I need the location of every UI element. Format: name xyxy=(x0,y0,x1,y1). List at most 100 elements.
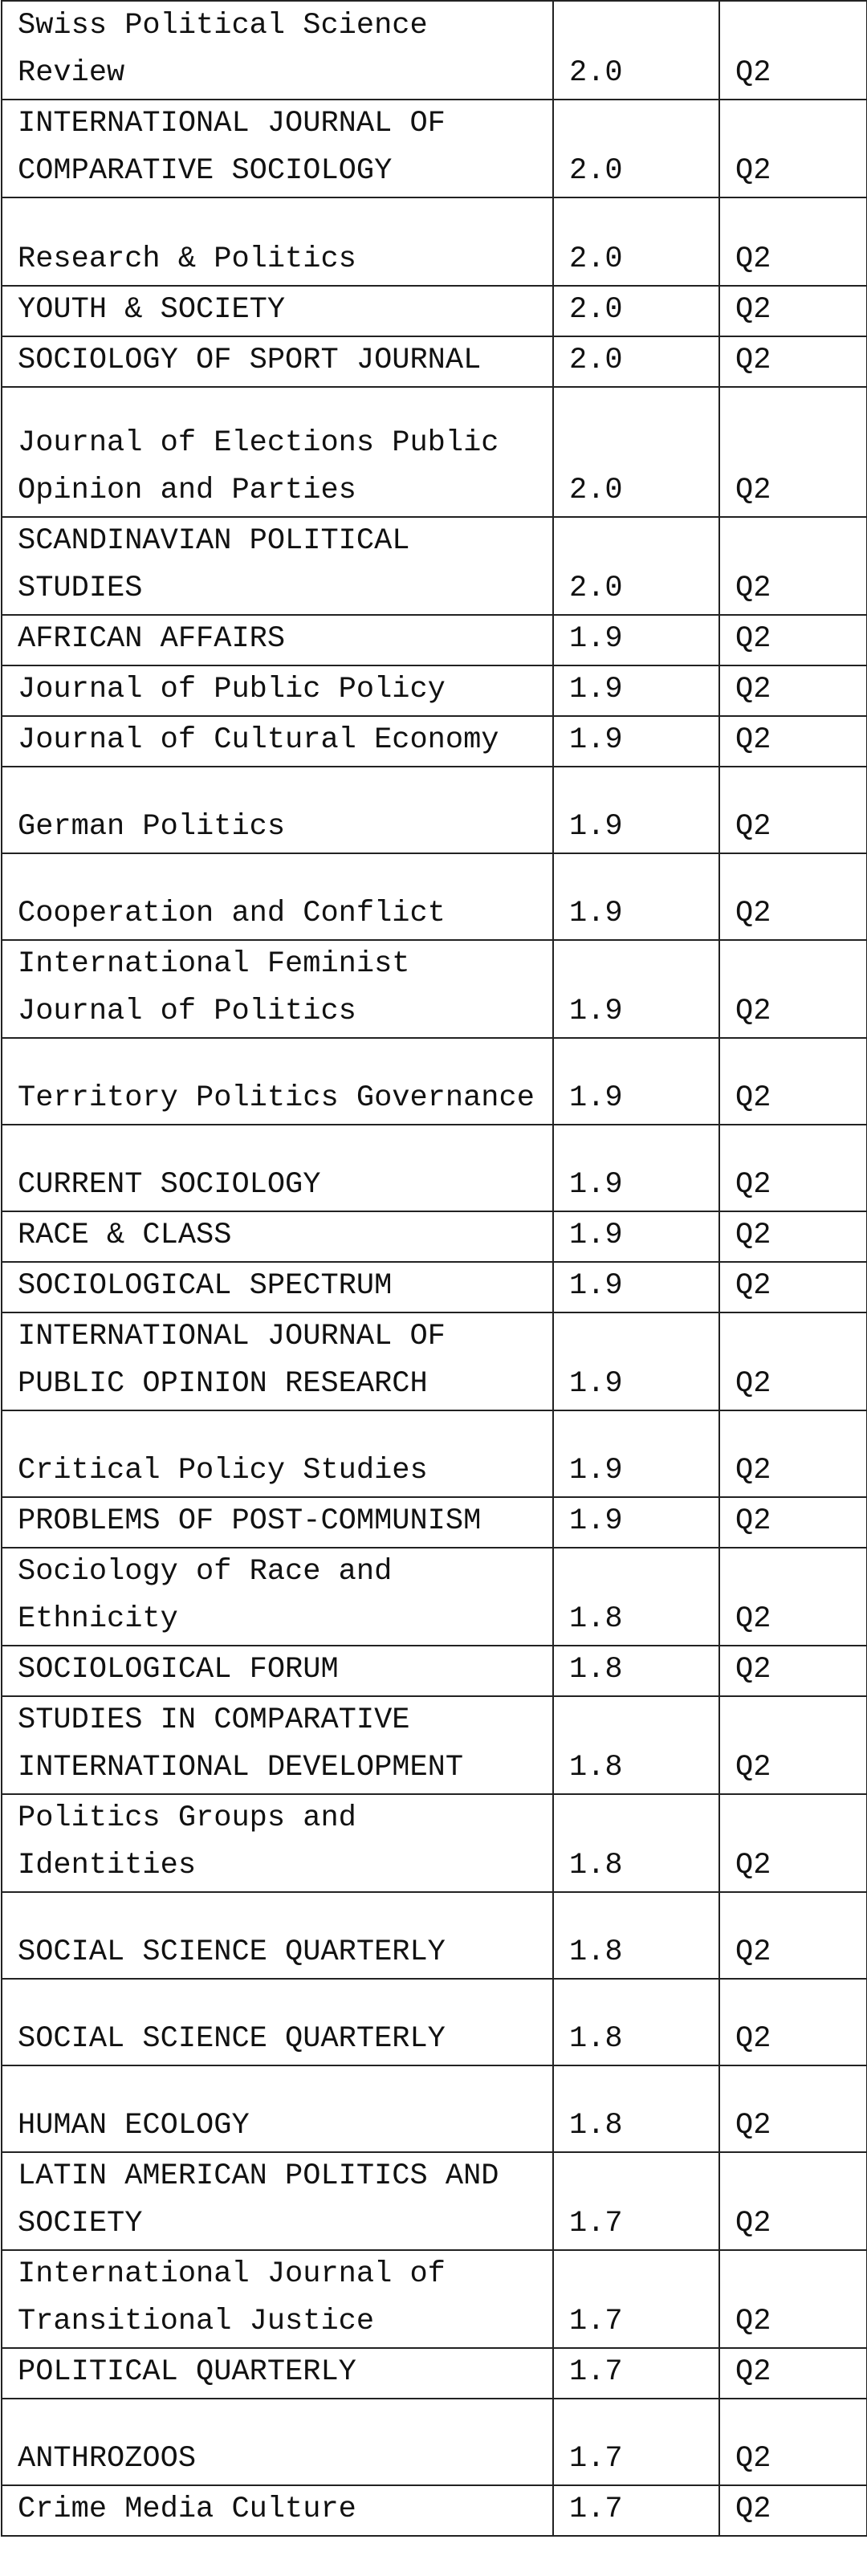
quartile: Q2 xyxy=(718,2484,867,2537)
score: 1.9 xyxy=(552,1124,720,1212)
quartile: Q2 xyxy=(718,1211,867,1263)
quartile: Q2 xyxy=(718,386,867,518)
score: 1.9 xyxy=(552,614,720,666)
quartile: Q2 xyxy=(718,285,867,337)
quartile: Q2 xyxy=(718,2249,867,2349)
table-row: ANTHROZOOS 1.7 Q2 xyxy=(1,2398,867,2486)
score: 1.9 xyxy=(552,1312,720,1411)
journal-name: International Journal of Transitional Ju… xyxy=(1,2249,554,2349)
journal-name: INTERNATIONAL JOURNAL OF PUBLIC OPINION … xyxy=(1,1312,554,1411)
score: 1.9 xyxy=(552,766,720,854)
quartile: Q2 xyxy=(718,1496,867,1548)
journal-name: SOCIOLOGICAL SPECTRUM xyxy=(1,1261,554,1313)
quartile: Q2 xyxy=(718,665,867,717)
journal-name: SOCIAL SCIENCE QUARTERLY xyxy=(1,1978,554,2066)
journal-name: RACE & CLASS xyxy=(1,1211,554,1263)
journal-name: SCANDINAVIAN POLITICAL STUDIES xyxy=(1,516,554,616)
journal-name: Swiss Political Science Review xyxy=(1,0,554,100)
table-row: Crime Media Culture 1.7 Q2 xyxy=(1,2484,867,2537)
quartile: Q2 xyxy=(718,0,867,100)
journal-name: INTERNATIONAL JOURNAL OF COMPARATIVE SOC… xyxy=(1,99,554,198)
score: 1.9 xyxy=(552,1211,720,1263)
score: 2.0 xyxy=(552,197,720,287)
table-row: International Feminist Journal of Politi… xyxy=(1,939,867,1039)
journal-name: YOUTH & SOCIETY xyxy=(1,285,554,337)
table-row: CURRENT SOCIOLOGY 1.9 Q2 xyxy=(1,1124,867,1212)
table-row: Journal of Cultural Economy 1.9 Q2 xyxy=(1,715,867,767)
journal-name: STUDIES IN COMPARATIVE INTERNATIONAL DEV… xyxy=(1,1695,554,1795)
score: 1.9 xyxy=(552,1037,720,1125)
quartile: Q2 xyxy=(718,336,867,388)
table-row: Territory Politics Governance 1.9 Q2 xyxy=(1,1037,867,1125)
quartile: Q2 xyxy=(718,1793,867,1893)
table-row: RACE & CLASS 1.9 Q2 xyxy=(1,1211,867,1263)
score: 2.0 xyxy=(552,0,720,100)
quartile: Q2 xyxy=(718,197,867,287)
journal-name: SOCIOLOGY OF SPORT JOURNAL xyxy=(1,336,554,388)
quartile: Q2 xyxy=(718,2151,867,2251)
score: 1.9 xyxy=(552,1496,720,1548)
score: 1.9 xyxy=(552,939,720,1039)
journal-name: Territory Politics Governance xyxy=(1,1037,554,1125)
score: 1.9 xyxy=(552,715,720,767)
score: 1.8 xyxy=(552,2065,720,2153)
journal-name: PROBLEMS OF POST-COMMUNISM xyxy=(1,1496,554,1548)
table-row: Critical Policy Studies 1.9 Q2 xyxy=(1,1410,867,1498)
quartile: Q2 xyxy=(718,2398,867,2486)
quartile: Q2 xyxy=(718,516,867,616)
score: 2.0 xyxy=(552,386,720,518)
quartile: Q2 xyxy=(718,1978,867,2066)
score: 1.9 xyxy=(552,665,720,717)
quartile: Q2 xyxy=(718,2065,867,2153)
table-row: POLITICAL QUARTERLY 1.7 Q2 xyxy=(1,2347,867,2399)
table-row: German Politics 1.9 Q2 xyxy=(1,766,867,854)
journal-name: SOCIAL SCIENCE QUARTERLY xyxy=(1,1891,554,1980)
journal-name: HUMAN ECOLOGY xyxy=(1,2065,554,2153)
table-row: LATIN AMERICAN POLITICS AND SOCIETY 1.7 Q2 xyxy=(1,2151,867,2251)
table-row: INTERNATIONAL JOURNAL OF COMPARATIVE SOC… xyxy=(1,99,867,198)
journal-name: AFRICAN AFFAIRS xyxy=(1,614,554,666)
journal-name: Crime Media Culture xyxy=(1,2484,554,2537)
journal-name: ANTHROZOOS xyxy=(1,2398,554,2486)
journal-name: Journal of Elections Public Opinion and … xyxy=(1,386,554,518)
journal-name: Politics Groups and Identities xyxy=(1,1793,554,1893)
quartile: Q2 xyxy=(718,1312,867,1411)
score: 1.7 xyxy=(552,2347,720,2399)
journal-name: International Feminist Journal of Politi… xyxy=(1,939,554,1039)
quartile: Q2 xyxy=(718,853,867,941)
score: 1.9 xyxy=(552,1261,720,1313)
table-row: INTERNATIONAL JOURNAL OF PUBLIC OPINION … xyxy=(1,1312,867,1411)
score: 1.9 xyxy=(552,853,720,941)
score: 1.7 xyxy=(552,2484,720,2537)
quartile: Q2 xyxy=(718,1891,867,1980)
table-row: Politics Groups and Identities 1.8 Q2 xyxy=(1,1793,867,1893)
quartile: Q2 xyxy=(718,1037,867,1125)
journal-name: Sociology of Race and Ethnicity xyxy=(1,1547,554,1646)
table-row: Research & Politics 2.0 Q2 xyxy=(1,197,867,287)
table-row: PROBLEMS OF POST-COMMUNISM 1.9 Q2 xyxy=(1,1496,867,1548)
journal-name: Cooperation and Conflict xyxy=(1,853,554,941)
journal-name: CURRENT SOCIOLOGY xyxy=(1,1124,554,1212)
table-row: STUDIES IN COMPARATIVE INTERNATIONAL DEV… xyxy=(1,1695,867,1795)
table-row: International Journal of Transitional Ju… xyxy=(1,2249,867,2349)
journal-name: SOCIOLOGICAL FORUM xyxy=(1,1645,554,1697)
score: 2.0 xyxy=(552,336,720,388)
quartile: Q2 xyxy=(718,766,867,854)
table-row: SOCIOLOGICAL FORUM 1.8 Q2 xyxy=(1,1645,867,1697)
journal-name: German Politics xyxy=(1,766,554,854)
journal-name: Research & Politics xyxy=(1,197,554,287)
table-row: Sociology of Race and Ethnicity 1.8 Q2 xyxy=(1,1547,867,1646)
quartile: Q2 xyxy=(718,1547,867,1646)
table-row: YOUTH & SOCIETY 2.0 Q2 xyxy=(1,285,867,337)
quartile: Q2 xyxy=(718,1124,867,1212)
score: 2.0 xyxy=(552,285,720,337)
quartile: Q2 xyxy=(718,99,867,198)
score: 1.7 xyxy=(552,2151,720,2251)
journal-name: Journal of Cultural Economy xyxy=(1,715,554,767)
quartile: Q2 xyxy=(718,614,867,666)
table-row: AFRICAN AFFAIRS 1.9 Q2 xyxy=(1,614,867,666)
journal-name: Journal of Public Policy xyxy=(1,665,554,717)
quartile: Q2 xyxy=(718,939,867,1039)
